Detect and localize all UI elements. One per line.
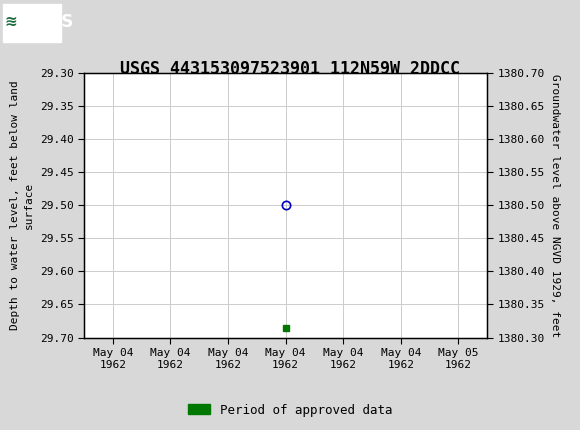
Text: USGS 443153097523901 112N59W 2DDCC: USGS 443153097523901 112N59W 2DDCC: [120, 60, 460, 78]
Legend: Period of approved data: Period of approved data: [183, 399, 397, 421]
Y-axis label: Depth to water level, feet below land
surface: Depth to water level, feet below land su…: [10, 80, 34, 330]
Text: ≋: ≋: [4, 14, 17, 29]
Y-axis label: Groundwater level above NGVD 1929, feet: Groundwater level above NGVD 1929, feet: [550, 74, 560, 337]
Bar: [3, 3, 61, 42]
Text: USGS: USGS: [22, 12, 73, 31]
